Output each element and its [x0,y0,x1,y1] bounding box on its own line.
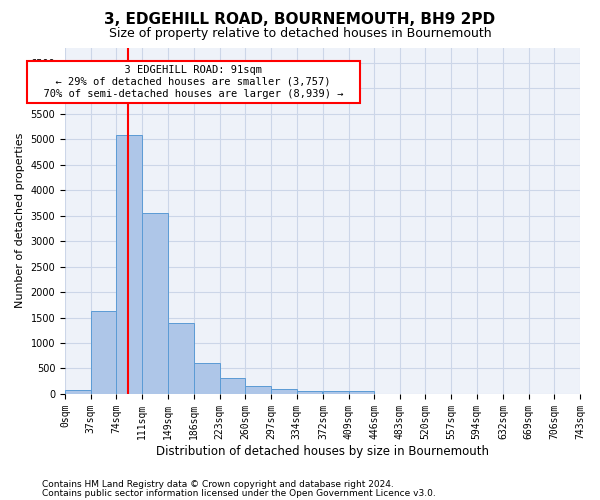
Y-axis label: Number of detached properties: Number of detached properties [15,133,25,308]
Bar [323,391,349,394]
X-axis label: Distribution of detached houses by size in Bournemouth: Distribution of detached houses by size … [156,444,489,458]
Text: Contains public sector information licensed under the Open Government Licence v3: Contains public sector information licen… [42,489,436,498]
Text: Size of property relative to detached houses in Bournemouth: Size of property relative to detached ho… [109,28,491,40]
Text: 3, EDGEHILL ROAD, BOURNEMOUTH, BH9 2PD: 3, EDGEHILL ROAD, BOURNEMOUTH, BH9 2PD [104,12,496,28]
Bar [220,378,245,394]
Text: 3 EDGEHILL ROAD: 91sqm  
  ← 29% of detached houses are smaller (3,757)  
  70% : 3 EDGEHILL ROAD: 91sqm ← 29% of detached… [31,66,356,98]
Bar [142,212,167,394]
Bar [349,392,374,394]
Bar [245,386,271,394]
Bar [91,311,116,394]
Bar [168,322,194,394]
Bar [296,391,322,394]
Text: Contains HM Land Registry data © Crown copyright and database right 2024.: Contains HM Land Registry data © Crown c… [42,480,394,489]
Bar [65,390,91,394]
Bar [271,390,296,394]
Bar [116,136,142,394]
Bar [194,362,220,394]
